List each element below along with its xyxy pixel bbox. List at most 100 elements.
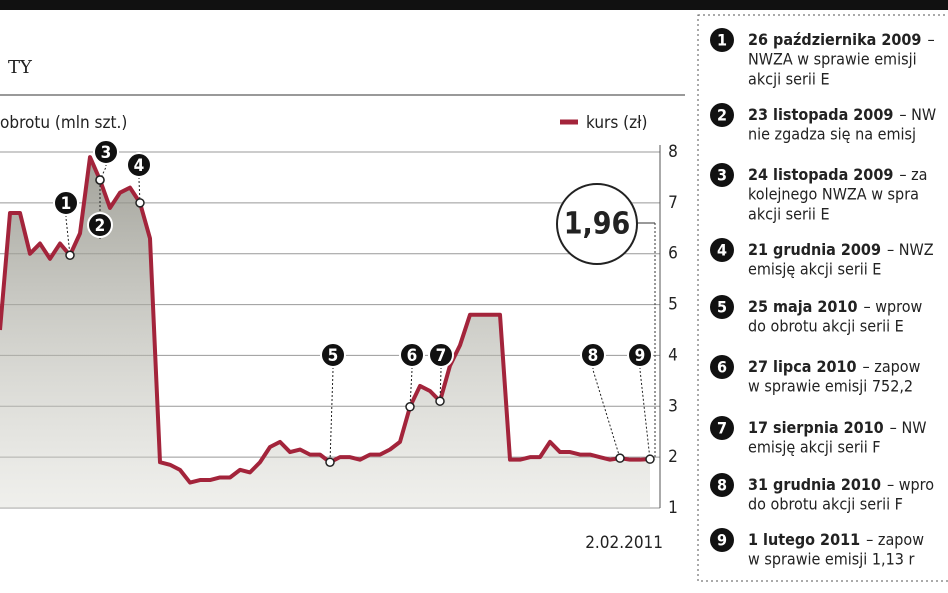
x-tick-label: 2.02.2011 [585, 533, 663, 553]
event-badge-number: 6 [407, 346, 418, 366]
event-badge [710, 163, 734, 187]
event-date: 27 lipca 2010 [748, 357, 857, 376]
event-badge-number: 7 [436, 346, 447, 366]
axis-label: obrotu (mln szt.) [0, 113, 127, 133]
event-badge [87, 212, 113, 238]
event-badge [710, 28, 734, 52]
event-text: NWZA w sprawie emisji [748, 50, 917, 69]
event-badge-number: 7 [717, 419, 727, 438]
event-badge [399, 342, 425, 368]
event-badge-number: 5 [717, 298, 727, 317]
event-line: 25 maja 2010 – wprow [748, 297, 923, 316]
event-text: do obrotu akcji serii E [748, 317, 904, 336]
event-date: 26 października 2009 [748, 30, 921, 49]
event-line: 24 listopada 2009 – za [748, 165, 927, 184]
event-date: 23 listopada 2009 [748, 105, 893, 124]
y-tick-label: 8 [668, 142, 678, 162]
event-text: emisję akcji serii F [748, 438, 881, 457]
event-text: – zapow [863, 357, 921, 376]
event-line: 27 lipca 2010 – zapow [748, 357, 921, 376]
y-tick-label: 5 [668, 295, 678, 315]
event-badge [93, 139, 119, 165]
event-point [325, 457, 335, 467]
event-point [645, 454, 655, 464]
event-badge [126, 152, 152, 178]
event-badge-number: 9 [635, 346, 646, 366]
event-badge-number: 3 [101, 143, 112, 163]
event-point [65, 250, 75, 260]
event-line: 21 grudnia 2009 – NWZ [748, 240, 934, 259]
event-badge [53, 190, 79, 216]
legend-label: kurs (zł) [586, 113, 647, 133]
event-badge-number: 1 [717, 31, 727, 50]
event-badge [710, 473, 734, 497]
marker-leader [329, 355, 334, 463]
event-line: 17 sierpnia 2010 – NW [748, 418, 926, 437]
event-badge-number: 1 [61, 194, 72, 214]
event-point [435, 396, 445, 406]
event-badge-number: 2 [95, 216, 106, 236]
event-text: – zapow [866, 530, 924, 549]
event-text: w sprawie emisji 752,2 [748, 377, 913, 396]
event-date: 31 grudnia 2010 [748, 475, 881, 494]
event-line: 23 listopada 2009 – NW [748, 105, 936, 124]
events-panel [697, 14, 948, 582]
y-tick-label: 3 [668, 396, 678, 416]
event-text: emisję akcji serii E [748, 260, 881, 279]
event-badge [580, 342, 606, 368]
events-list: 1 26 października 2009 –NWZA w sprawie emi… [710, 28, 936, 569]
event-badge-number: 8 [588, 346, 599, 366]
event-badge [710, 238, 734, 262]
event-point [95, 175, 105, 185]
event-text: kolejnego NWZA w spra [748, 185, 919, 204]
line [0, 155, 651, 485]
event-badge-number: 4 [134, 156, 145, 176]
event-point [135, 198, 145, 208]
event-badge-number: 6 [717, 358, 727, 377]
event-text: – NW [899, 105, 936, 124]
event-text: – NW [890, 418, 927, 437]
y-tick-label: 4 [668, 345, 678, 365]
y-tick-label: 6 [668, 244, 678, 264]
event-text: – NWZ [887, 240, 934, 259]
event-badge [627, 342, 653, 368]
event-badge-number: 3 [717, 166, 727, 185]
marker-leader [639, 355, 651, 460]
event-badge [710, 103, 734, 127]
event-date: 1 lutego 2011 [748, 530, 860, 549]
event-date: 24 listopada 2009 [748, 165, 893, 184]
event-badge-number: 2 [717, 106, 727, 125]
event-point [615, 453, 625, 463]
event-text: – za [899, 165, 927, 184]
event-badge [320, 342, 346, 368]
event-badge [428, 342, 454, 368]
top-bar [0, 0, 948, 10]
event-date: 21 grudnia 2009 [748, 240, 881, 259]
event-badge-number: 5 [328, 346, 339, 366]
area [0, 157, 650, 509]
event-text: akcji serii E [748, 70, 830, 89]
event-text: do obrotu akcji serii F [748, 495, 903, 514]
event-date: 25 maja 2010 [748, 297, 857, 316]
callout-label: 1,96 [564, 207, 631, 242]
event-text: akcji serii E [748, 205, 830, 224]
y-tick-label: 1 [668, 498, 678, 518]
event-text: w sprawie emisji 1,13 r [748, 550, 914, 569]
y-tick-label: 7 [668, 193, 678, 213]
event-line: 26 października 2009– [748, 30, 935, 49]
event-badge-number: 4 [717, 241, 727, 260]
event-badge [710, 295, 734, 319]
event-badge-number: 8 [717, 476, 727, 495]
callout-circle [556, 183, 638, 265]
event-text: – wpro [887, 475, 934, 494]
y-tick-label: 2 [668, 447, 678, 467]
event-line: 1 lutego 2011 – zapow [748, 530, 924, 549]
event-badge-number: 9 [717, 531, 727, 550]
event-point [405, 402, 415, 412]
event-badge [710, 355, 734, 379]
event-text: – wprow [863, 297, 922, 316]
event-text: nie zgadza się na emisj [748, 125, 916, 144]
event-text: – [927, 30, 934, 49]
event-date: 17 sierpnia 2010 [748, 418, 884, 437]
